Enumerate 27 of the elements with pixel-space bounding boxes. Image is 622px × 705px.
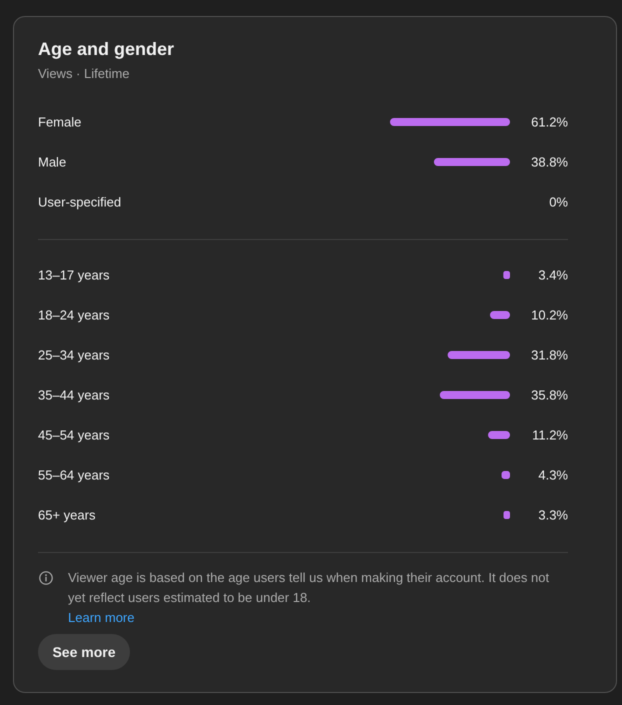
data-label: 31.8% (531, 348, 568, 362)
y-tick-label: Female (38, 114, 82, 130)
text: Learn more (68, 609, 134, 627)
y-tick-label: 35–44 years (38, 388, 110, 402)
y-tick-label: 65+ years (38, 508, 96, 522)
y-tick-label: 55–64 years (38, 468, 110, 482)
y-tick-label: 25–34 years (38, 348, 110, 362)
data-label: 35.8% (531, 388, 568, 402)
y-tick-label: User-specified (38, 194, 122, 210)
y-tick-label: 13–17 years (38, 268, 110, 282)
text: Views · Lifetime (38, 66, 130, 81)
data-label: 3.4% (538, 268, 568, 282)
text: Viewer age is based on the age users tell us when making their account. It does not yet reflect users estimated to be under 18. (68, 569, 550, 607)
y-tick-label: 18–24 years (38, 308, 110, 322)
data-label: 10.2% (531, 308, 568, 322)
data-label: 3.3% (538, 508, 568, 522)
button[interactable]: See more (38, 634, 130, 670)
y-tick-label: 45–54 years (38, 428, 110, 442)
data-label: 4.3% (538, 468, 568, 482)
data-label: 61.2% (531, 114, 568, 130)
bar (448, 351, 510, 359)
bar (440, 391, 510, 399)
text: Age and gender (38, 39, 174, 59)
y-tick-label: Male (38, 154, 66, 170)
data-label: 11.2% (532, 428, 568, 442)
data-label: 38.8% (531, 154, 568, 170)
data-label: 0% (549, 194, 568, 210)
